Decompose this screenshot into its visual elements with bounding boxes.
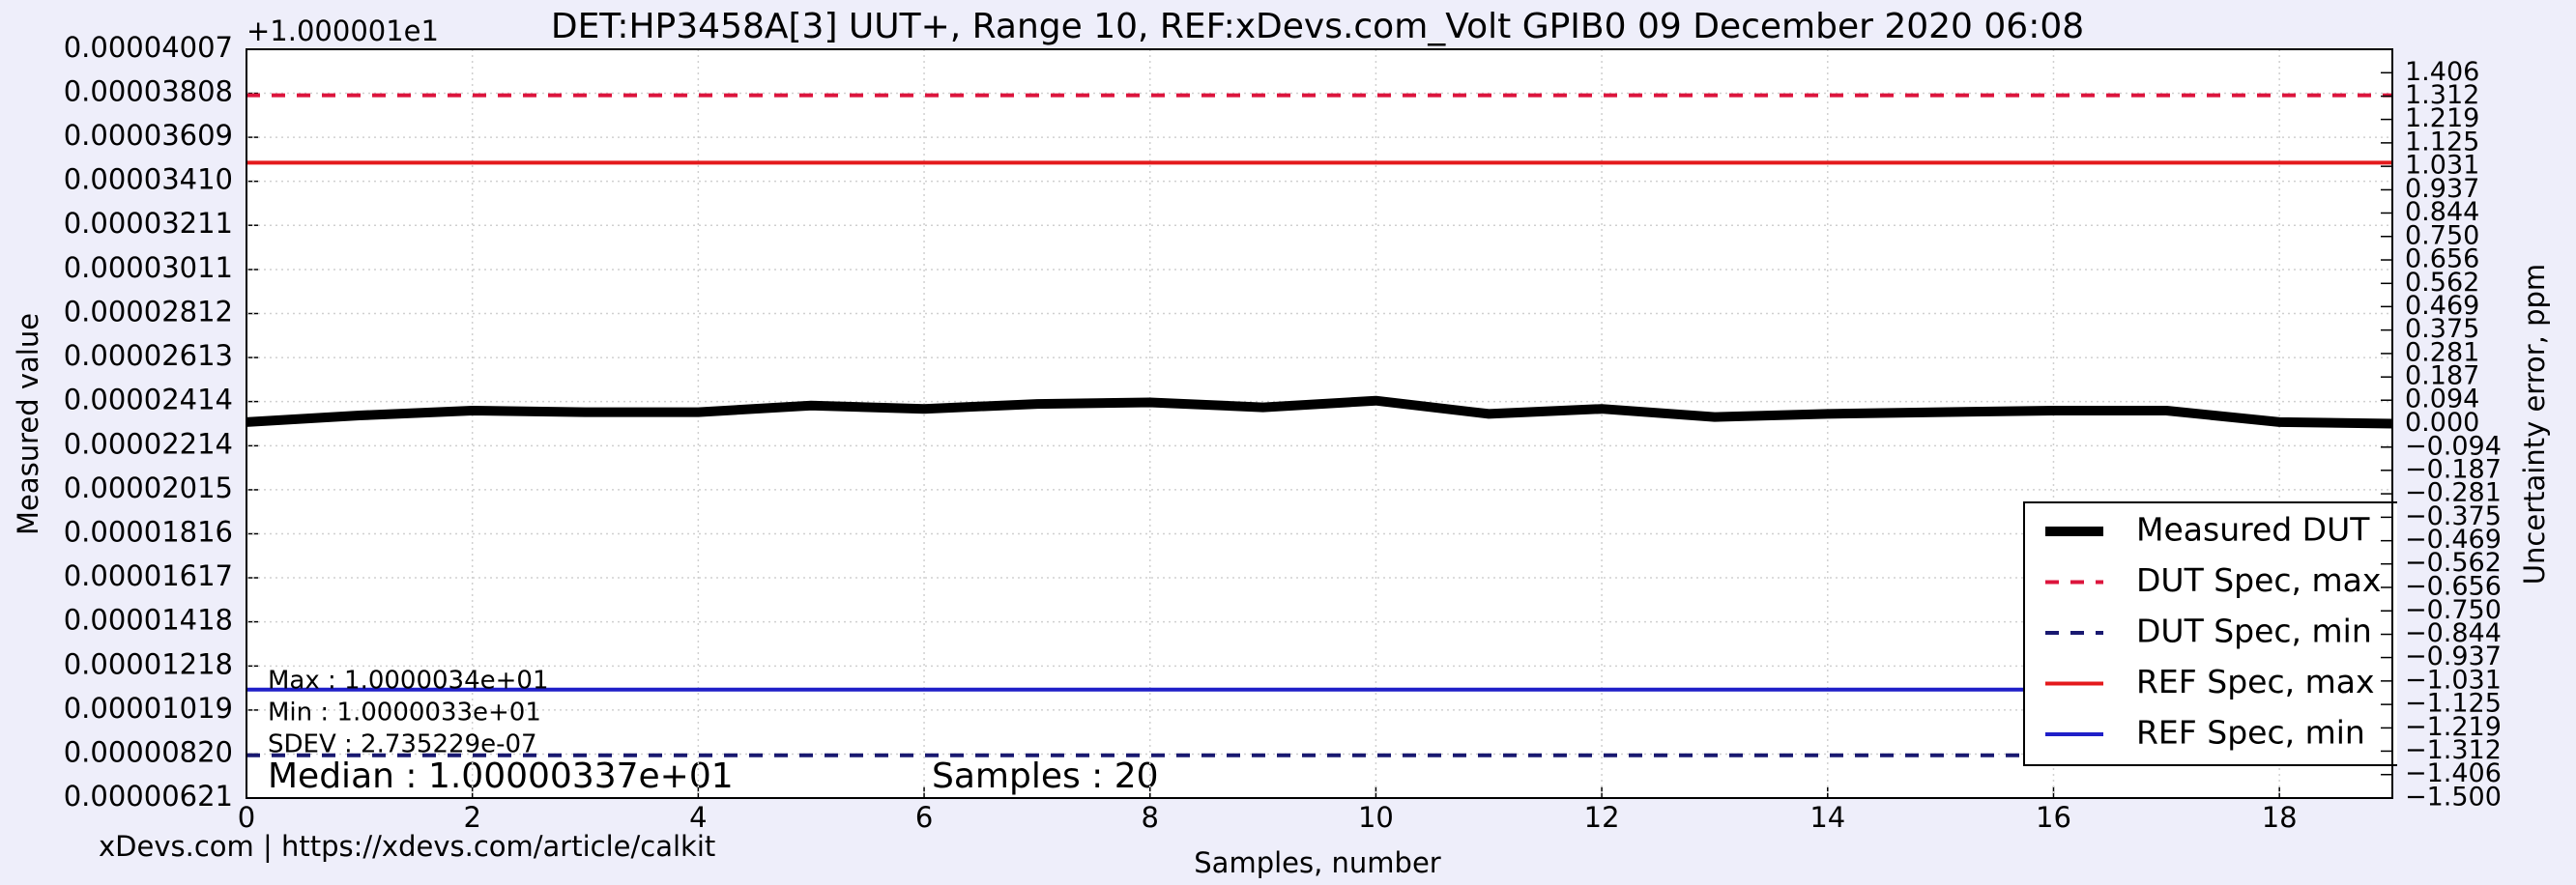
x-tick-label: 4 bbox=[689, 801, 707, 834]
y2-tick-label: −0.281 bbox=[2405, 478, 2502, 508]
y2-tick-label: 1.125 bbox=[2405, 127, 2479, 157]
plot-frame bbox=[246, 48, 2393, 799]
y-tick-label: 0.00003410 bbox=[64, 163, 233, 196]
y-tick-label: 0.00003011 bbox=[64, 251, 233, 284]
annotation: Min : 1.0000033e+01 bbox=[268, 699, 541, 728]
y2-tick-label: −0.375 bbox=[2405, 501, 2502, 531]
y2-tick-label: 1.406 bbox=[2405, 57, 2479, 87]
x-tick-label: 2 bbox=[463, 801, 480, 834]
x-tick-label: 8 bbox=[1142, 801, 1159, 834]
y-tick-label: 0.00003211 bbox=[64, 207, 233, 240]
y2-tick-label: −0.750 bbox=[2405, 595, 2502, 625]
y-tick-label: 0.00002015 bbox=[64, 471, 233, 504]
y2-tick-label: −0.844 bbox=[2405, 618, 2502, 648]
y-tick-label: 0.00001418 bbox=[64, 604, 233, 637]
y2-tick-label: −1.406 bbox=[2405, 758, 2502, 788]
y2-tick-label: 0.094 bbox=[2405, 385, 2479, 414]
y2-tick-label: 1.312 bbox=[2405, 80, 2479, 110]
annotation: Max : 1.0000034e+01 bbox=[268, 667, 549, 696]
y-tick-label: 0.00000820 bbox=[64, 735, 233, 768]
y-tick-label: 0.00003808 bbox=[64, 75, 233, 108]
y2-tick-label: 0.844 bbox=[2405, 197, 2479, 227]
y2-tick-label: −0.469 bbox=[2405, 525, 2502, 555]
y2-tick-label: −1.500 bbox=[2405, 783, 2502, 813]
offset-text: +1.000001e1 bbox=[246, 14, 439, 47]
legend-label: Measured DUT bbox=[2136, 511, 2370, 549]
y-tick-label: 0.00001816 bbox=[64, 515, 233, 548]
y2-tick-label: −0.094 bbox=[2405, 431, 2502, 461]
annotation: SDEV : 2.735229e-07 bbox=[268, 730, 537, 759]
x-tick-label: 6 bbox=[915, 801, 933, 834]
y2-tick-label: 0.937 bbox=[2405, 174, 2479, 204]
median-text: Median : 1.00000337e+01 bbox=[268, 757, 734, 796]
y-axis-label: Measured value bbox=[12, 313, 44, 535]
y2-tick-label: −1.031 bbox=[2405, 665, 2502, 695]
samples-text: Samples : 20 bbox=[932, 757, 1159, 796]
y2-tick-label: 0.187 bbox=[2405, 361, 2479, 391]
chart-title: DET:HP3458A[3] UUT+, Range 10, REF:xDevs… bbox=[551, 7, 2084, 46]
x-tick-label: 10 bbox=[1358, 801, 1394, 834]
footer: xDevs.com | https://xdevs.com/article/ca… bbox=[99, 830, 715, 863]
y2-tick-label: −0.937 bbox=[2405, 642, 2502, 671]
y-tick-label: 0.00004007 bbox=[64, 31, 233, 64]
y2-tick-label: 1.031 bbox=[2405, 151, 2479, 181]
legend-label: REF Spec, max bbox=[2136, 663, 2374, 700]
y2-tick-label: −1.312 bbox=[2405, 735, 2502, 765]
x-tick-label: 12 bbox=[1584, 801, 1620, 834]
y-tick-label: 0.00002414 bbox=[64, 384, 233, 416]
y2-tick-label: 0.375 bbox=[2405, 314, 2479, 344]
y-tick-label: 0.00002613 bbox=[64, 339, 233, 372]
legend-box bbox=[2023, 501, 2397, 766]
legend: Measured DUT DUT Spec, max DUT Spec, min RE… bbox=[2023, 501, 2397, 766]
legend-label: DUT Spec, max bbox=[2136, 561, 2381, 599]
legend-label: DUT Spec, min bbox=[2136, 613, 2372, 650]
y2-tick-label: −0.656 bbox=[2405, 571, 2502, 601]
y2-tick-label: −0.562 bbox=[2405, 548, 2502, 578]
y-tick-label: 0.00002214 bbox=[64, 427, 233, 460]
y2-tick-label: 0.656 bbox=[2405, 244, 2479, 274]
y-tick-label: 0.00000621 bbox=[64, 780, 233, 813]
y2-tick-label: 0.000 bbox=[2405, 408, 2479, 438]
x-tick-label: 0 bbox=[238, 801, 255, 834]
y2-tick-label: 0.562 bbox=[2405, 268, 2479, 298]
y2-tick-label: −1.219 bbox=[2405, 712, 2502, 742]
y-tick-label: 0.00001019 bbox=[64, 692, 233, 725]
y-tick-label: 0.00003609 bbox=[64, 119, 233, 152]
y2-tick-label: 1.219 bbox=[2405, 103, 2479, 133]
series-line bbox=[246, 395, 2393, 429]
y-tick-label: 0.00001617 bbox=[64, 559, 233, 592]
x-axis-label: Samples, number bbox=[1194, 846, 1441, 879]
y2-tick-label: −0.187 bbox=[2405, 454, 2502, 484]
y-tick-label: 0.00001218 bbox=[64, 647, 233, 680]
x-tick-label: 18 bbox=[2262, 801, 2298, 834]
x-tick-label: 16 bbox=[2036, 801, 2071, 834]
y2-tick-label: −1.125 bbox=[2405, 689, 2502, 719]
x-tick-label: 14 bbox=[1809, 801, 1845, 834]
y2-tick-label: 0.281 bbox=[2405, 337, 2479, 367]
legend-label: REF Spec, min bbox=[2136, 714, 2365, 752]
y2-tick-label: 0.750 bbox=[2405, 220, 2479, 250]
y2-axis-label: Uncertainty error, ppm bbox=[2518, 264, 2551, 585]
y-tick-label: 0.00002812 bbox=[64, 296, 233, 328]
y2-tick-label: 0.469 bbox=[2405, 291, 2479, 321]
